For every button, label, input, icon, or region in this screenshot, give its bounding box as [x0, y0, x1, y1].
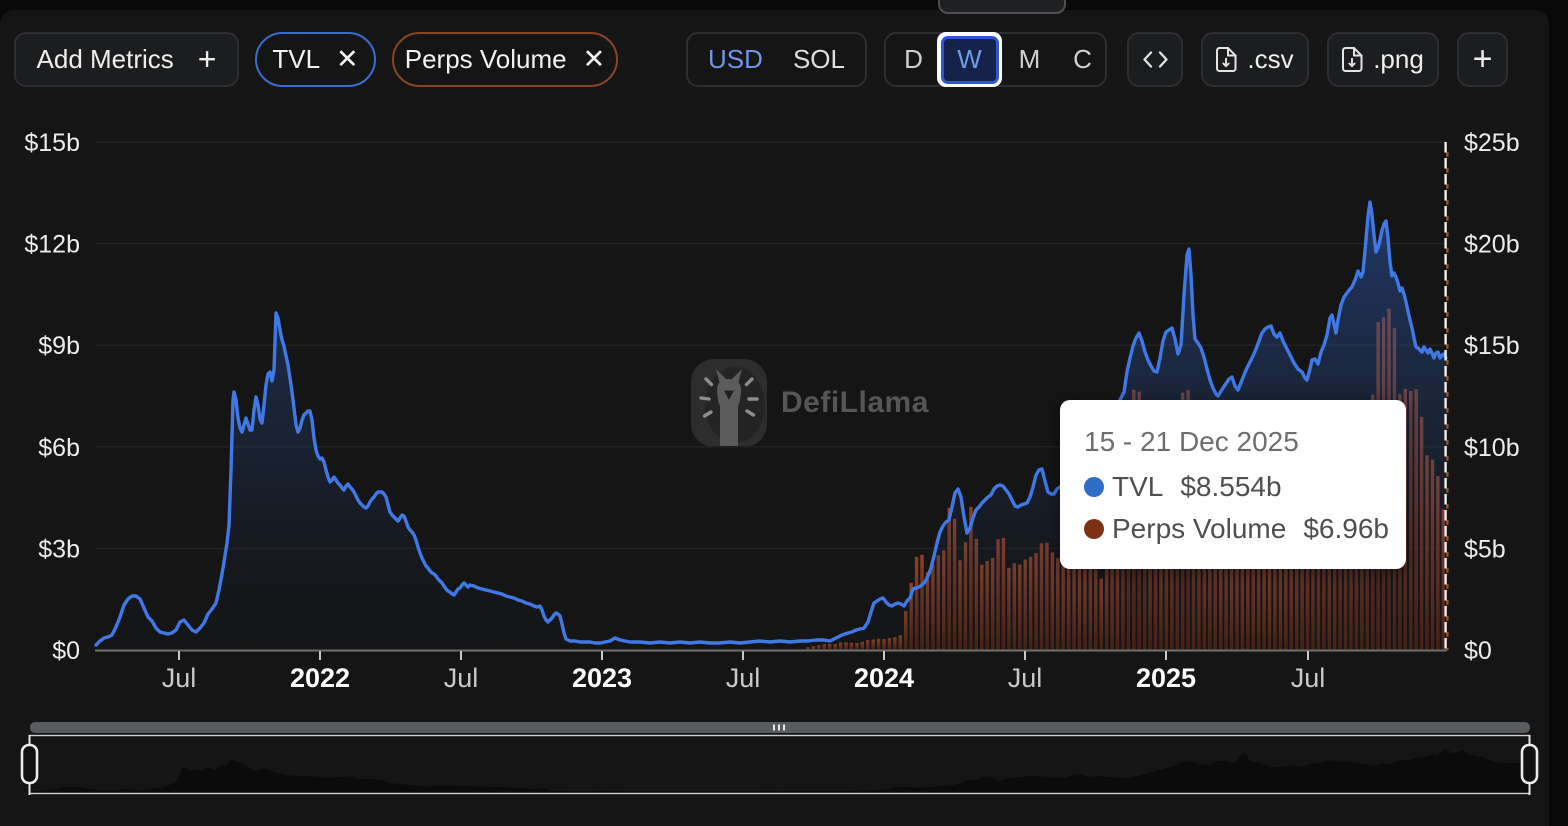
svg-text:$9b: $9b	[38, 332, 80, 360]
svg-text:$6b: $6b	[38, 434, 80, 462]
svg-text:2024: 2024	[854, 663, 914, 693]
svg-text:$10b: $10b	[1464, 434, 1520, 462]
svg-text:2022: 2022	[290, 663, 350, 693]
svg-text:$3b: $3b	[38, 535, 80, 563]
svg-text:2023: 2023	[572, 663, 632, 693]
svg-text:$20b: $20b	[1464, 231, 1520, 259]
svg-text:Jul: Jul	[726, 663, 761, 693]
svg-text:$25b: $25b	[1464, 129, 1520, 157]
svg-text:Jul: Jul	[444, 663, 479, 693]
svg-text:Jul: Jul	[162, 663, 197, 693]
svg-text:$0: $0	[1464, 637, 1492, 665]
svg-text:$12b: $12b	[24, 231, 80, 259]
svg-text:Jul: Jul	[1008, 663, 1043, 693]
svg-text:$0: $0	[52, 637, 80, 665]
svg-text:2025: 2025	[1136, 663, 1196, 693]
svg-text:$15b: $15b	[1464, 332, 1520, 360]
svg-text:$5b: $5b	[1464, 535, 1506, 563]
svg-text:$15b: $15b	[24, 129, 80, 157]
svg-text:Jul: Jul	[1291, 663, 1326, 693]
